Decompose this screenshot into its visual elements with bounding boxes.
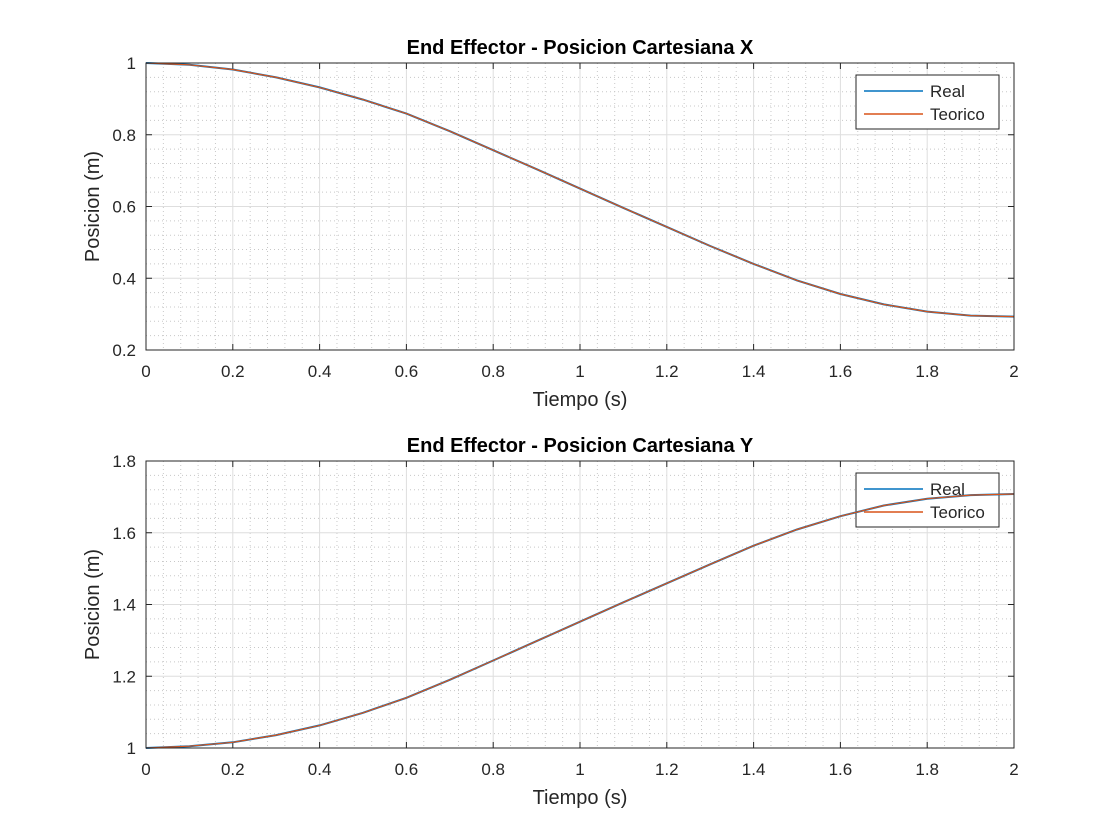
- x-tick-label: 0.6: [395, 760, 419, 779]
- y-tick-label: 0.8: [112, 126, 136, 145]
- x-tick-label: 1: [575, 362, 584, 381]
- y-tick-label: 1.2: [112, 667, 136, 686]
- x-tick-label: 1.2: [655, 760, 679, 779]
- axes-y-ylabel: Posicion (m): [82, 549, 104, 660]
- x-tick-label: 1: [575, 760, 584, 779]
- x-tick-label: 1.4: [742, 362, 766, 381]
- axes-box: [145, 460, 1015, 749]
- y-tick-label: 0.4: [112, 269, 136, 288]
- series-line-teorico: [145, 62, 1015, 318]
- legend-entry-teorico: Teorico: [930, 105, 985, 124]
- y-tick-label: 1: [127, 739, 136, 758]
- x-tick-label: 0.8: [481, 362, 505, 381]
- x-tick-label: 0: [141, 362, 150, 381]
- axes-box: [145, 62, 1015, 351]
- y-tick-label: 1.6: [112, 524, 136, 543]
- x-tick-label: 1.6: [829, 362, 853, 381]
- axes-y-legend: Real Teorico: [855, 472, 1000, 528]
- y-tick-label: 0.2: [112, 341, 136, 360]
- axes-x-position: End Effector - Posicion Cartesiana X Tie…: [82, 37, 1019, 411]
- x-tick-label: 0.4: [308, 760, 332, 779]
- x-tick-label: 1.6: [829, 760, 853, 779]
- x-tick-label: 0.2: [221, 760, 245, 779]
- legend-entry-teorico: Teorico: [930, 503, 985, 522]
- axes-y-position: End Effector - Posicion Cartesiana Y Tie…: [82, 435, 1019, 809]
- legend-entry-real: Real: [930, 82, 965, 101]
- series-line-teorico: [145, 493, 1015, 749]
- axes-x-legend: Real Teorico: [855, 74, 1000, 130]
- x-tick-label: 1.2: [655, 362, 679, 381]
- x-tick-label: 0.8: [481, 760, 505, 779]
- axes-y-xlabel: Tiempo (s): [533, 787, 628, 809]
- x-tick-label: 1.4: [742, 760, 766, 779]
- legend-box: [855, 74, 1000, 130]
- axes-x-ylabel: Posicion (m): [82, 151, 104, 262]
- x-tick-label: 1.8: [915, 362, 939, 381]
- y-tick-label: 1.8: [112, 452, 136, 471]
- axes-y-title: End Effector - Posicion Cartesiana Y: [407, 435, 754, 457]
- legend-box: [855, 472, 1000, 528]
- y-tick-label: 1: [127, 54, 136, 73]
- x-tick-label: 1.8: [915, 760, 939, 779]
- y-tick-label: 1.4: [112, 596, 136, 615]
- x-tick-label: 0: [141, 760, 150, 779]
- x-tick-label: 0.6: [395, 362, 419, 381]
- x-tick-label: 0.4: [308, 362, 332, 381]
- axes-x-title: End Effector - Posicion Cartesiana X: [407, 37, 754, 59]
- y-tick-label: 0.6: [112, 198, 136, 217]
- legend-entry-real: Real: [930, 480, 965, 499]
- x-tick-label: 0.2: [221, 362, 245, 381]
- x-tick-label: 2: [1009, 760, 1018, 779]
- axes-x-xlabel: Tiempo (s): [533, 389, 628, 411]
- x-tick-label: 2: [1009, 362, 1018, 381]
